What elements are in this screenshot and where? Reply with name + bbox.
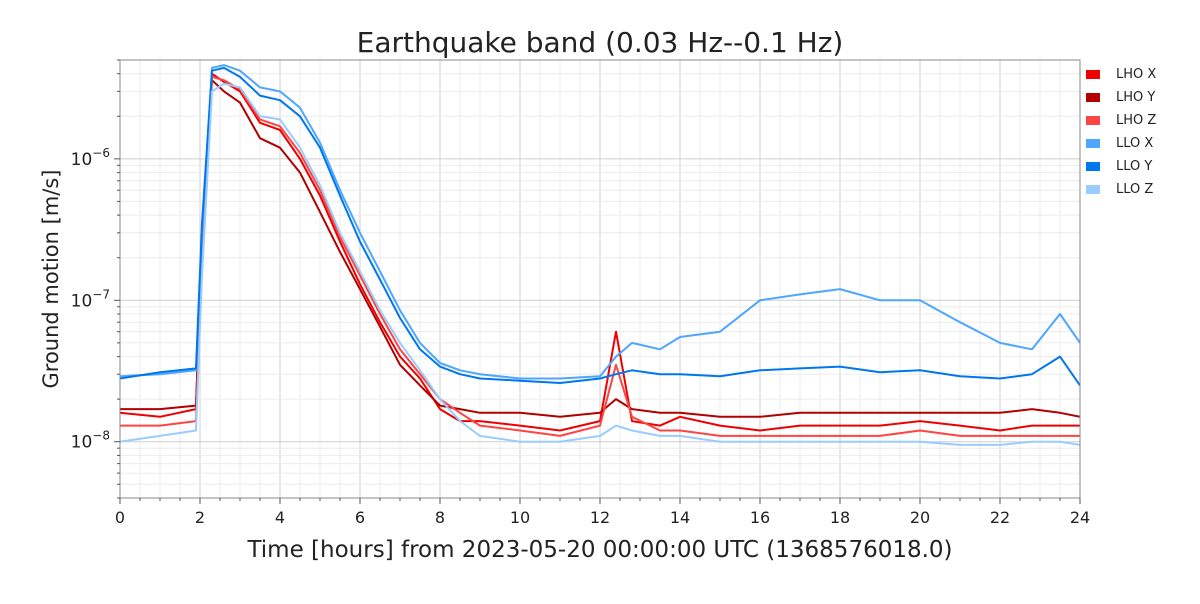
x-tick-label: 16: [750, 508, 770, 527]
legend-item: LHO X: [1086, 63, 1156, 86]
x-axis-label: Time [hours] from 2023-05-20 00:00:00 UT…: [246, 537, 952, 563]
legend-swatch: [1086, 116, 1100, 125]
legend-swatch: [1086, 162, 1100, 171]
series-line-llo-z: [120, 82, 1080, 446]
x-tick-label: 4: [275, 508, 285, 527]
legend-swatch: [1086, 70, 1100, 79]
x-tick-label: 24: [1070, 508, 1090, 527]
y-axis-label: Ground motion [m/s]: [39, 170, 63, 389]
legend-item: LHO Y: [1086, 86, 1156, 109]
x-tick-label: 6: [355, 508, 365, 527]
x-tick-label: 8: [435, 508, 445, 527]
x-tick-label: 18: [830, 508, 850, 527]
legend-item: LLO Z: [1086, 178, 1156, 201]
x-tick-label: 14: [670, 508, 690, 527]
x-tick-label: 22: [990, 508, 1010, 527]
legend-item: LLO X: [1086, 132, 1156, 155]
chart-title: Earthquake band (0.03 Hz--0.1 Hz): [357, 26, 844, 59]
legend: LHO X LHO Y LHO Z LLO X LLO Y LLO Z: [1086, 63, 1156, 201]
x-tick-label: 10: [510, 508, 530, 527]
x-tick-label: 2: [195, 508, 205, 527]
y-tick-label: 10−8: [71, 429, 110, 453]
legend-swatch: [1086, 185, 1100, 194]
x-tick-label: 20: [910, 508, 930, 527]
legend-label: LLO Y: [1116, 159, 1153, 174]
series-line-llo-y: [120, 66, 1080, 386]
legend-swatch: [1086, 139, 1100, 148]
series-layer: [120, 64, 1080, 446]
legend-item: LLO Y: [1086, 155, 1156, 178]
legend-label: LHO Y: [1116, 90, 1156, 105]
legend-swatch: [1086, 93, 1100, 102]
y-tick-label: 10−7: [71, 287, 110, 311]
legend-label: LHO Z: [1116, 113, 1157, 128]
series-line-lho-y: [120, 79, 1080, 418]
legend-label: LLO Z: [1116, 182, 1154, 197]
x-tick-label: 0: [115, 508, 125, 527]
legend-label: LHO X: [1116, 67, 1157, 82]
x-tick-label: 12: [590, 508, 610, 527]
legend-label: LLO X: [1116, 136, 1154, 151]
legend-item: LHO Z: [1086, 109, 1156, 132]
series-line-llo-x: [120, 64, 1080, 380]
y-tick-label: 10−6: [71, 146, 110, 170]
series-line-lho-z: [120, 75, 1080, 437]
series-line-lho-x: [120, 72, 1080, 432]
